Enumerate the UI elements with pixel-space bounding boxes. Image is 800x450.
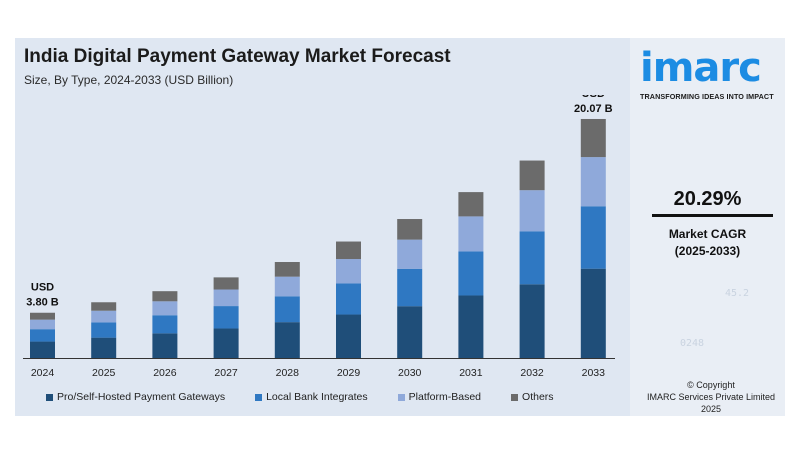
bar-2033-series-3	[580, 118, 606, 158]
bar-2029-series-1	[336, 283, 361, 315]
bar-2031-series-3	[458, 192, 484, 217]
right-panel: 45.2 0248	[630, 38, 785, 416]
bar-2031-series-1	[458, 251, 484, 296]
bar-2030-series-1	[397, 268, 423, 307]
logo-wordmark: imarc	[640, 45, 762, 91]
x-tick-label: 2027	[214, 367, 238, 379]
bar-2024-series-1	[30, 329, 55, 342]
bar-2031-series-0	[458, 295, 484, 358]
cagr-divider	[652, 214, 773, 217]
legend-item: Pro/Self-Hosted Payment Gateways	[46, 391, 225, 403]
bar-2025-series-3	[91, 302, 117, 311]
bar-2026-series-3	[152, 291, 178, 302]
legend-label: Platform-Based	[408, 391, 482, 403]
legend-swatch	[46, 393, 53, 401]
legend-label: Others	[522, 391, 554, 403]
bar-2028-series-0	[274, 322, 300, 358]
bar-2026-series-2	[152, 301, 178, 316]
legend-label: Local Bank Integrates	[266, 391, 368, 403]
chart-subtitle: Size, By Type, 2024-2033 (USD Billion)	[24, 73, 234, 87]
x-tick-label: 2024	[31, 367, 55, 379]
x-tick-label: 2029	[337, 367, 361, 379]
bar-2027-series-1	[213, 306, 239, 329]
bar-2031-series-2	[458, 216, 484, 252]
copyright-line-2: IMARC Services Private Limited 2025	[646, 392, 776, 414]
legend-swatch	[511, 393, 519, 401]
bar-2032-series-0	[519, 284, 545, 358]
bar-2024-series-0	[30, 341, 55, 358]
cagr-label-text: Market CAGR	[668, 227, 747, 241]
bar-2032-series-1	[519, 231, 545, 285]
bar-2029-series-0	[336, 314, 361, 358]
bar-2030-series-3	[397, 219, 423, 240]
cagr-period: (2025-2033)	[674, 244, 741, 258]
data-label-2033: USD	[582, 95, 605, 100]
bar-2032-series-2	[519, 190, 545, 232]
bar-2025-series-1	[91, 322, 117, 338]
x-tick-label: 2030	[398, 367, 422, 379]
bar-2026-series-0	[152, 333, 178, 358]
bar-2024-series-2	[30, 319, 55, 330]
legend-swatch	[255, 393, 263, 401]
legend-item: Local Bank Integrates	[255, 391, 368, 403]
data-label-2033: 20.07 B	[574, 103, 613, 115]
bar-2027-series-0	[213, 328, 239, 358]
x-tick-label: 2028	[276, 367, 300, 379]
legend-label: Pro/Self-Hosted Payment Gateways	[57, 391, 226, 403]
decorative-numbers: 45.2	[725, 288, 750, 299]
bar-2028-series-3	[274, 262, 300, 277]
bar-2025-series-0	[91, 337, 117, 358]
bar-2027-series-3	[213, 277, 239, 290]
copyright-line-1: © Copyright	[687, 380, 735, 390]
decorative-numbers: 0248	[680, 338, 705, 349]
x-tick-label: 2031	[459, 367, 483, 379]
chart-legend: Pro/Self-Hosted Payment Gateways Local Ba…	[46, 391, 584, 403]
x-tick-label: 2026	[153, 367, 177, 379]
cagr-label: Market CAGR (2025-2033)	[640, 226, 775, 260]
bar-2028-series-2	[274, 276, 300, 297]
x-tick-label: 2032	[520, 367, 544, 379]
cagr-value: 20.29%	[673, 188, 742, 210]
bar-2024-series-3	[30, 312, 55, 320]
bar-2030-series-0	[397, 306, 423, 358]
logo-tagline: TRANSFORMING IDEAS INTO IMPACT	[640, 92, 774, 101]
x-tick-label: 2033	[582, 367, 606, 379]
bar-2030-series-2	[397, 239, 423, 269]
bar-2033-series-1	[580, 206, 606, 269]
bar-2027-series-2	[213, 289, 239, 307]
bar-2033-series-2	[580, 157, 606, 207]
chart-title: India Digital Payment Gateway Market For…	[24, 46, 451, 67]
x-tick-label: 2025	[92, 367, 116, 379]
copyright-notice: © Copyright IMARC Services Private Limit…	[636, 379, 786, 415]
bar-2025-series-2	[91, 310, 117, 323]
bar-2033-series-0	[580, 268, 606, 358]
bar-2026-series-1	[152, 315, 178, 334]
bar-2032-series-3	[519, 160, 545, 191]
bar-2028-series-1	[274, 296, 300, 323]
legend-item: Platform-Based	[397, 391, 482, 403]
bar-2029-series-2	[336, 259, 361, 284]
data-label-2024: USD	[31, 282, 54, 294]
legend-item: Others	[511, 391, 554, 403]
bar-2029-series-3	[336, 241, 361, 260]
data-label-2024: 3.80 B	[26, 297, 58, 309]
legend-swatch	[397, 393, 405, 401]
imarc-logo: imarc TRANSFORMING IDEAS INTO IMPACT	[640, 48, 780, 101]
stacked-bar-chart: 2024 2025 2026 2027 2028 2029 2030 2031 2032 2033…	[23, 95, 615, 379]
